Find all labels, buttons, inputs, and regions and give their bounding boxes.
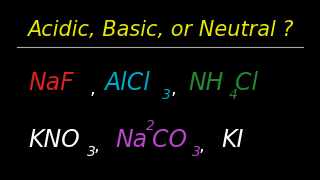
- Text: ,: ,: [94, 137, 100, 155]
- Text: 3: 3: [87, 145, 96, 159]
- Text: NH: NH: [188, 71, 224, 95]
- Text: 3: 3: [192, 145, 201, 159]
- Text: ,: ,: [198, 137, 204, 155]
- Text: 4: 4: [229, 88, 237, 102]
- Text: CO: CO: [152, 128, 187, 152]
- Text: ,: ,: [171, 80, 176, 98]
- Text: AlCl: AlCl: [105, 71, 151, 95]
- Text: ,: ,: [90, 80, 96, 98]
- Text: KNO: KNO: [28, 128, 80, 152]
- Text: Na: Na: [115, 128, 147, 152]
- Text: NaF: NaF: [28, 71, 74, 95]
- Text: KI: KI: [221, 128, 244, 152]
- Text: 2: 2: [146, 119, 155, 133]
- Text: Cl: Cl: [235, 71, 258, 95]
- Text: 3: 3: [162, 88, 170, 102]
- Text: Acidic, Basic, or Neutral ?: Acidic, Basic, or Neutral ?: [27, 20, 293, 40]
